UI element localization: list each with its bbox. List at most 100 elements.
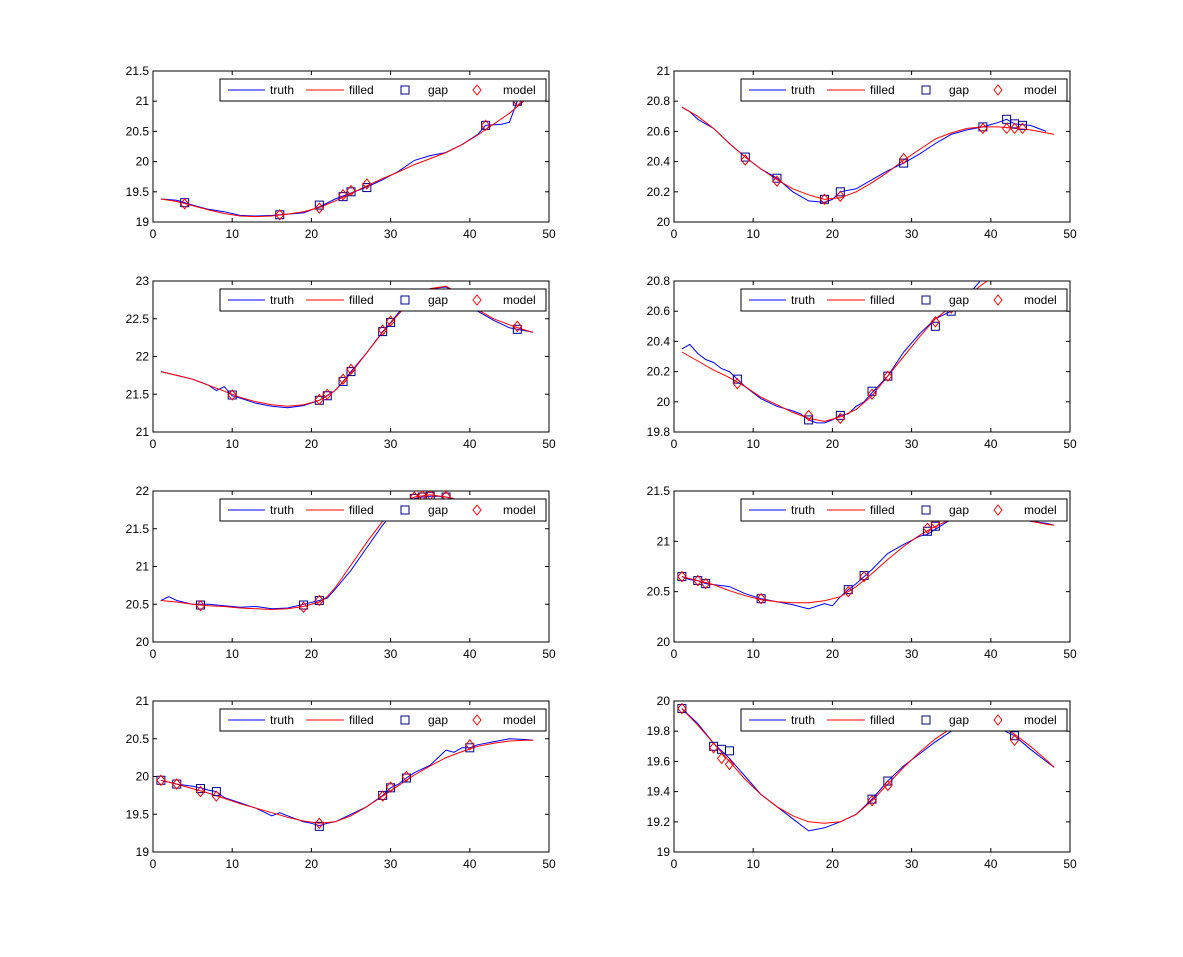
gap-marker-7 bbox=[512, 324, 522, 334]
x-tick-label-2: 20 bbox=[826, 857, 840, 871]
model-marker-5 bbox=[930, 315, 941, 328]
legend-label-truth: truth bbox=[270, 713, 294, 727]
model-marker-0 bbox=[740, 154, 750, 166]
x-tick-label-2: 20 bbox=[305, 647, 319, 661]
legend-model-marker-0 bbox=[993, 504, 1003, 516]
model-marker-2 bbox=[819, 193, 830, 206]
gap-marker-1 bbox=[298, 600, 308, 610]
legend-model-marker-0 bbox=[993, 714, 1003, 726]
model-marker-4 bbox=[314, 817, 324, 830]
model-marker-6 bbox=[1001, 122, 1012, 135]
legend-box bbox=[740, 78, 1068, 102]
legend-label-truth: truth bbox=[270, 293, 294, 307]
legend-label-model: model bbox=[503, 503, 536, 517]
legend-label-truth: truth bbox=[270, 503, 294, 517]
legend-label-model: model bbox=[503, 83, 536, 97]
legend-label-gap: gap bbox=[428, 503, 448, 517]
x-tick-label-1: 10 bbox=[226, 647, 240, 661]
y-tick-label-3: 20.5 bbox=[126, 124, 150, 138]
x-tick-label-1: 10 bbox=[226, 857, 240, 871]
legend-label-gap: gap bbox=[949, 503, 969, 517]
y-tick-label-2: 20.4 bbox=[647, 155, 671, 169]
x-tick-label-2: 20 bbox=[826, 227, 840, 241]
y-tick-label-4: 20.8 bbox=[647, 94, 671, 108]
y-tick-label-2: 22 bbox=[136, 350, 150, 364]
x-tick-label-5: 50 bbox=[1063, 227, 1077, 241]
gap-marker-3 bbox=[211, 787, 221, 797]
x-tick-label-3: 30 bbox=[905, 647, 919, 661]
model-marker-3 bbox=[338, 189, 348, 201]
legend-model-marker-0 bbox=[472, 294, 482, 306]
x-tick-label-0: 0 bbox=[671, 437, 678, 451]
legend-label-gap: gap bbox=[949, 713, 969, 727]
x-tick-label-2: 20 bbox=[826, 437, 840, 451]
y-tick-label-0: 20 bbox=[657, 215, 671, 229]
gap-marker-3 bbox=[724, 746, 734, 756]
y-tick-label-4: 20.6 bbox=[647, 304, 671, 318]
model-marker-6 bbox=[922, 522, 933, 535]
x-tick-label-1: 10 bbox=[226, 437, 240, 451]
legend-gap-marker-0 bbox=[921, 715, 931, 725]
gap-marker-6 bbox=[1010, 731, 1020, 741]
model-marker-7 bbox=[1009, 122, 1020, 135]
gap-marker-8 bbox=[1017, 120, 1027, 130]
y-tick-label-1: 20 bbox=[657, 395, 671, 409]
model-marker-3 bbox=[835, 190, 845, 203]
x-tick-label-0: 0 bbox=[671, 647, 678, 661]
subplot-1: 0 10 20 30 40 50 19 19.5 20 20.5 21 21.5 truth filled… bbox=[126, 64, 556, 241]
y-tick-label-0: 20 bbox=[657, 635, 671, 649]
legend-label-gap: gap bbox=[428, 713, 448, 727]
x-tick-label-4: 40 bbox=[463, 857, 477, 871]
legend-gap-marker-0 bbox=[921, 505, 931, 515]
model-marker-4 bbox=[883, 370, 893, 382]
x-tick-label-5: 50 bbox=[542, 857, 556, 871]
model-marker-1 bbox=[708, 742, 719, 754]
model-marker-6 bbox=[385, 781, 396, 793]
legend: truth filled gap model bbox=[740, 78, 1068, 102]
gap-marker-2 bbox=[835, 410, 845, 420]
model-marker-2 bbox=[701, 577, 711, 590]
y-tick-label-2: 20.2 bbox=[647, 365, 671, 379]
x-tick-label-4: 40 bbox=[984, 647, 998, 661]
y-tick-label-0: 19 bbox=[136, 215, 150, 229]
legend: truth filled gap model bbox=[740, 708, 1068, 732]
model-marker-5 bbox=[378, 324, 388, 336]
model-marker-6 bbox=[480, 119, 491, 132]
subplot-3: 0 10 20 30 40 50 21 21.5 22 22.5 23 truth filled gap m… bbox=[126, 274, 556, 451]
x-tick-label-0: 0 bbox=[150, 437, 157, 451]
model-marker-2 bbox=[322, 388, 332, 401]
legend-label-filled: filled bbox=[870, 503, 895, 517]
x-tick-label-0: 0 bbox=[150, 227, 157, 241]
x-tick-label-0: 0 bbox=[150, 647, 157, 661]
x-tick-label-4: 40 bbox=[463, 227, 477, 241]
gap-marker-5 bbox=[883, 776, 893, 786]
gap-marker-0 bbox=[732, 374, 742, 384]
y-tick-label-4: 19.8 bbox=[647, 724, 671, 738]
legend-box bbox=[740, 288, 1068, 312]
x-tick-label-0: 0 bbox=[671, 857, 678, 871]
gap-marker-6 bbox=[922, 526, 932, 536]
y-tick-label-1: 21.5 bbox=[126, 387, 150, 401]
y-tick-label-4: 21 bbox=[136, 94, 150, 108]
y-tick-label-3: 20.6 bbox=[647, 124, 671, 138]
y-tick-label-0: 21 bbox=[136, 425, 150, 439]
legend: truth filled gap model bbox=[219, 498, 547, 522]
legend-box bbox=[219, 288, 547, 312]
y-tick-label-3: 20.4 bbox=[647, 334, 671, 348]
y-tick-label-1: 20.5 bbox=[126, 597, 150, 611]
legend-label-truth: truth bbox=[270, 83, 294, 97]
x-tick-label-2: 20 bbox=[305, 227, 319, 241]
legend-label-gap: gap bbox=[949, 83, 969, 97]
x-tick-label-5: 50 bbox=[1063, 857, 1077, 871]
legend-label-filled: filled bbox=[870, 293, 895, 307]
model-marker-1 bbox=[172, 778, 182, 790]
y-tick-label-3: 20.5 bbox=[126, 732, 150, 746]
x-tick-label-2: 20 bbox=[305, 857, 319, 871]
model-marker-5 bbox=[883, 779, 893, 792]
gap-marker-1 bbox=[772, 173, 782, 183]
x-tick-label-5: 50 bbox=[542, 227, 556, 241]
gap-marker-7 bbox=[930, 521, 940, 531]
model-marker-6 bbox=[1009, 734, 1020, 747]
y-tick-label-3: 21.5 bbox=[126, 522, 150, 536]
model-marker-5 bbox=[859, 570, 869, 583]
